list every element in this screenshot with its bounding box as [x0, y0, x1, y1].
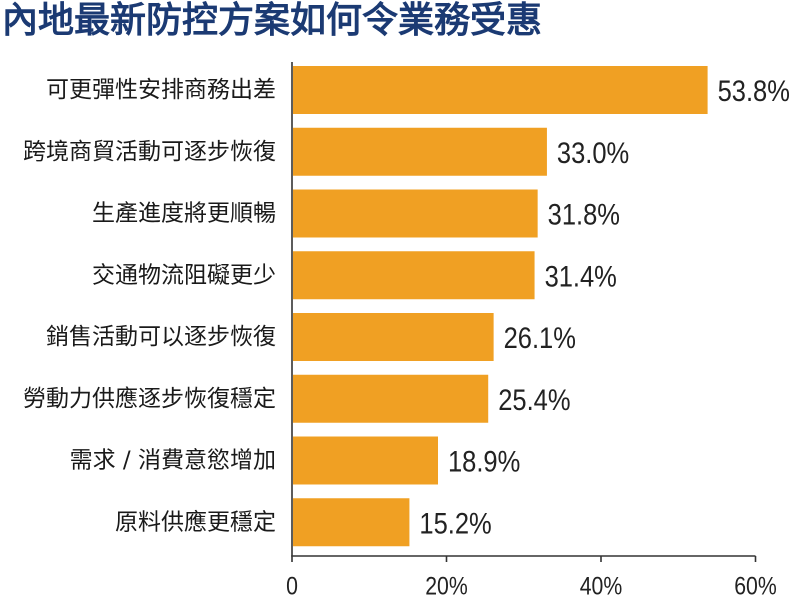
value-label: 25.4% — [498, 383, 570, 416]
x-tick-label: 20% — [425, 572, 468, 600]
value-label: 33.0% — [557, 136, 629, 169]
bar — [293, 251, 535, 300]
x-axis-ticks-group: 0 20% 40% 60% — [286, 556, 777, 600]
x-tick-label: 40% — [580, 572, 623, 600]
category-label: 原料供應更穩定 — [115, 509, 276, 535]
category-label: 生產進度將更順暢 — [92, 201, 276, 227]
value-label: 53.8% — [718, 74, 790, 107]
bar — [293, 189, 538, 238]
value-label: 26.1% — [504, 321, 576, 354]
value-label: 31.8% — [548, 198, 620, 231]
bar — [293, 313, 494, 361]
value-labels-group: 53.8% 33.0% 31.8% 31.4% 26.1% 25.4% 18.9% 15.2% — [419, 74, 789, 540]
bar — [293, 436, 439, 485]
bar — [293, 374, 489, 423]
bar — [293, 127, 547, 176]
bars-group — [293, 66, 708, 547]
category-label: 銷售活動可以逐步恢復 — [46, 324, 276, 350]
x-tick-label: 60% — [734, 572, 777, 600]
chart-title: 內地最新防控方案如何令業務受惠 — [2, 0, 543, 41]
value-label: 15.2% — [419, 507, 491, 540]
value-label: 31.4% — [545, 260, 617, 293]
value-label: 18.9% — [448, 445, 520, 478]
category-label: 交通物流阻礙更少 — [92, 262, 276, 288]
x-tick-label: 0 — [286, 572, 298, 600]
category-label: 跨境商貿活動可逐步恢復 — [23, 139, 276, 165]
axes-group — [291, 62, 756, 557]
category-labels-group: 可更彈性安排商務出差跨境商貿活動可逐步恢復生產進度將更順暢交通物流阻礙更少銷售活… — [23, 77, 276, 535]
category-label: 可更彈性安排商務出差 — [46, 77, 276, 103]
category-label: 勞動力供應逐步恢復穩定 — [23, 386, 276, 412]
bar — [293, 498, 410, 547]
category-label: 需求 / 消費意慾增加 — [70, 448, 276, 474]
bar — [293, 66, 708, 114]
